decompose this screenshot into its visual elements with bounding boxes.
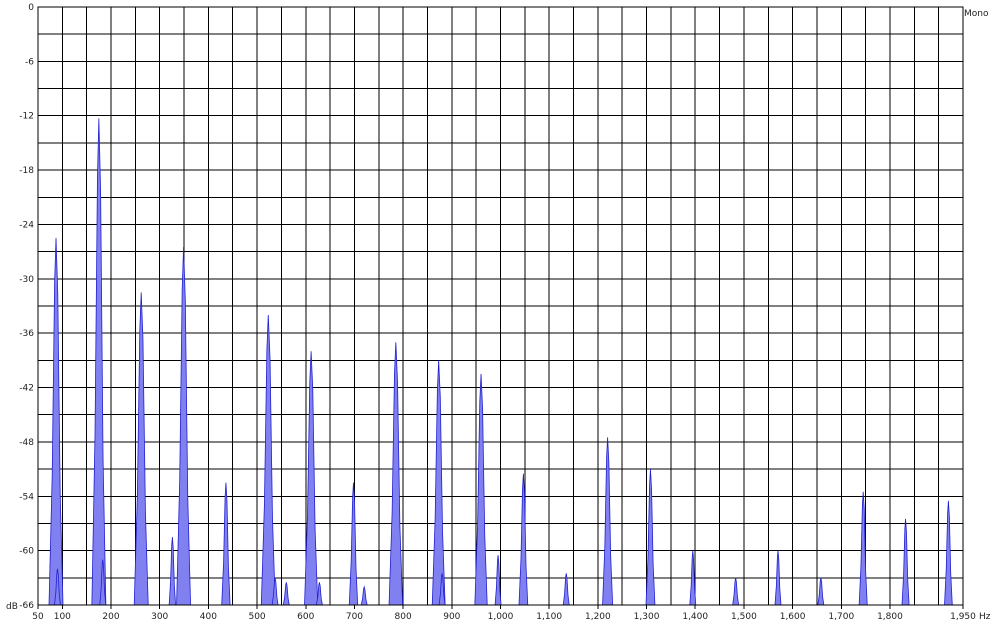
spectrum-peak — [168, 537, 177, 606]
spectrum-peak — [944, 500, 953, 606]
x-tick-label: 1,600 — [780, 612, 806, 621]
spectrum-peak — [774, 550, 782, 606]
x-tick-label: 300 — [151, 612, 168, 621]
y-tick-label: -66 — [19, 601, 34, 611]
spectrum-peak — [304, 351, 319, 606]
x-tick-label: 400 — [200, 612, 217, 621]
spectrum-peak — [518, 473, 529, 606]
x-tick-label: 1,200 — [585, 612, 611, 621]
x-tick-label: 600 — [297, 612, 314, 621]
spectrum-peak — [645, 469, 656, 606]
y-unit-label: dB — [6, 602, 18, 612]
y-tick-label: -30 — [19, 275, 34, 285]
spectrum-peak — [99, 559, 107, 606]
spectrum-peak — [689, 550, 697, 606]
x-tick-label: 700 — [346, 612, 363, 621]
x-tick-label: 1,950 — [950, 612, 976, 621]
spectrum-peak — [360, 585, 368, 606]
x-tick-label: 1,800 — [877, 612, 903, 621]
spectrum-peaks — [48, 118, 953, 606]
spectrum-peak — [348, 482, 359, 606]
x-tick-label: 200 — [102, 612, 119, 621]
spectrum-peak — [221, 482, 231, 606]
x-tick-label: 1,000 — [488, 612, 514, 621]
spectrum-peak — [494, 555, 502, 606]
spectrum-peak — [282, 582, 290, 606]
spectrum-peak — [271, 577, 279, 606]
y-tick-label: 0 — [28, 3, 34, 13]
spectrum-peak — [431, 360, 446, 606]
y-tick-label: -54 — [19, 492, 34, 502]
spectrum-peak — [562, 573, 570, 606]
spectrum-peak — [732, 577, 740, 606]
spectrum-peak — [388, 342, 404, 606]
y-tick-label: -42 — [19, 384, 34, 394]
x-tick-label: 50 — [32, 612, 44, 621]
spectrum-peak — [858, 491, 868, 606]
x-tick-label: 1,100 — [536, 612, 562, 621]
x-unit-label: Hz — [979, 612, 991, 621]
spectrum-peak — [91, 118, 107, 606]
x-axis-ticks: 50 100 200 300 400 500 600 700 800 900 1,000 1,100 1… — [32, 605, 976, 621]
x-tick-label: 900 — [443, 612, 460, 621]
y-tick-label: -60 — [19, 547, 34, 557]
x-tick-label: 1,500 — [731, 612, 757, 621]
spectrum-peak — [901, 518, 910, 606]
spectrum-peak — [315, 582, 323, 606]
spectrum-peak — [176, 247, 191, 606]
spectrum-peak — [602, 437, 614, 606]
x-tick-label: 1,400 — [682, 612, 708, 621]
y-tick-label: -24 — [19, 220, 34, 230]
y-tick-label: -36 — [19, 329, 34, 339]
spectrum-peak — [260, 315, 276, 606]
y-tick-label: -6 — [25, 57, 34, 67]
x-tick-label: 800 — [395, 612, 412, 621]
y-tick-label: -18 — [19, 166, 34, 176]
x-tick-label: 1,700 — [828, 612, 854, 621]
y-axis-ticks: 0 -6 -12 -18 -24 -30 -36 -42 -48 -54 -60 -66 — [19, 3, 34, 611]
spectrum-peak — [54, 568, 61, 606]
channel-label: Mono — [964, 9, 989, 19]
grid — [37, 6, 964, 606]
spectrum-peak — [438, 573, 446, 606]
spectrum-peak — [48, 238, 64, 606]
x-tick-label: 500 — [248, 612, 265, 621]
y-tick-label: -48 — [19, 438, 34, 448]
spectrum-peak — [474, 373, 488, 606]
x-tick-label: 100 — [54, 612, 71, 621]
x-tick-label: 1,300 — [634, 612, 660, 621]
y-tick-label: -12 — [19, 112, 34, 122]
spectrum-peak — [133, 292, 149, 606]
spectrum-peak — [817, 577, 825, 606]
